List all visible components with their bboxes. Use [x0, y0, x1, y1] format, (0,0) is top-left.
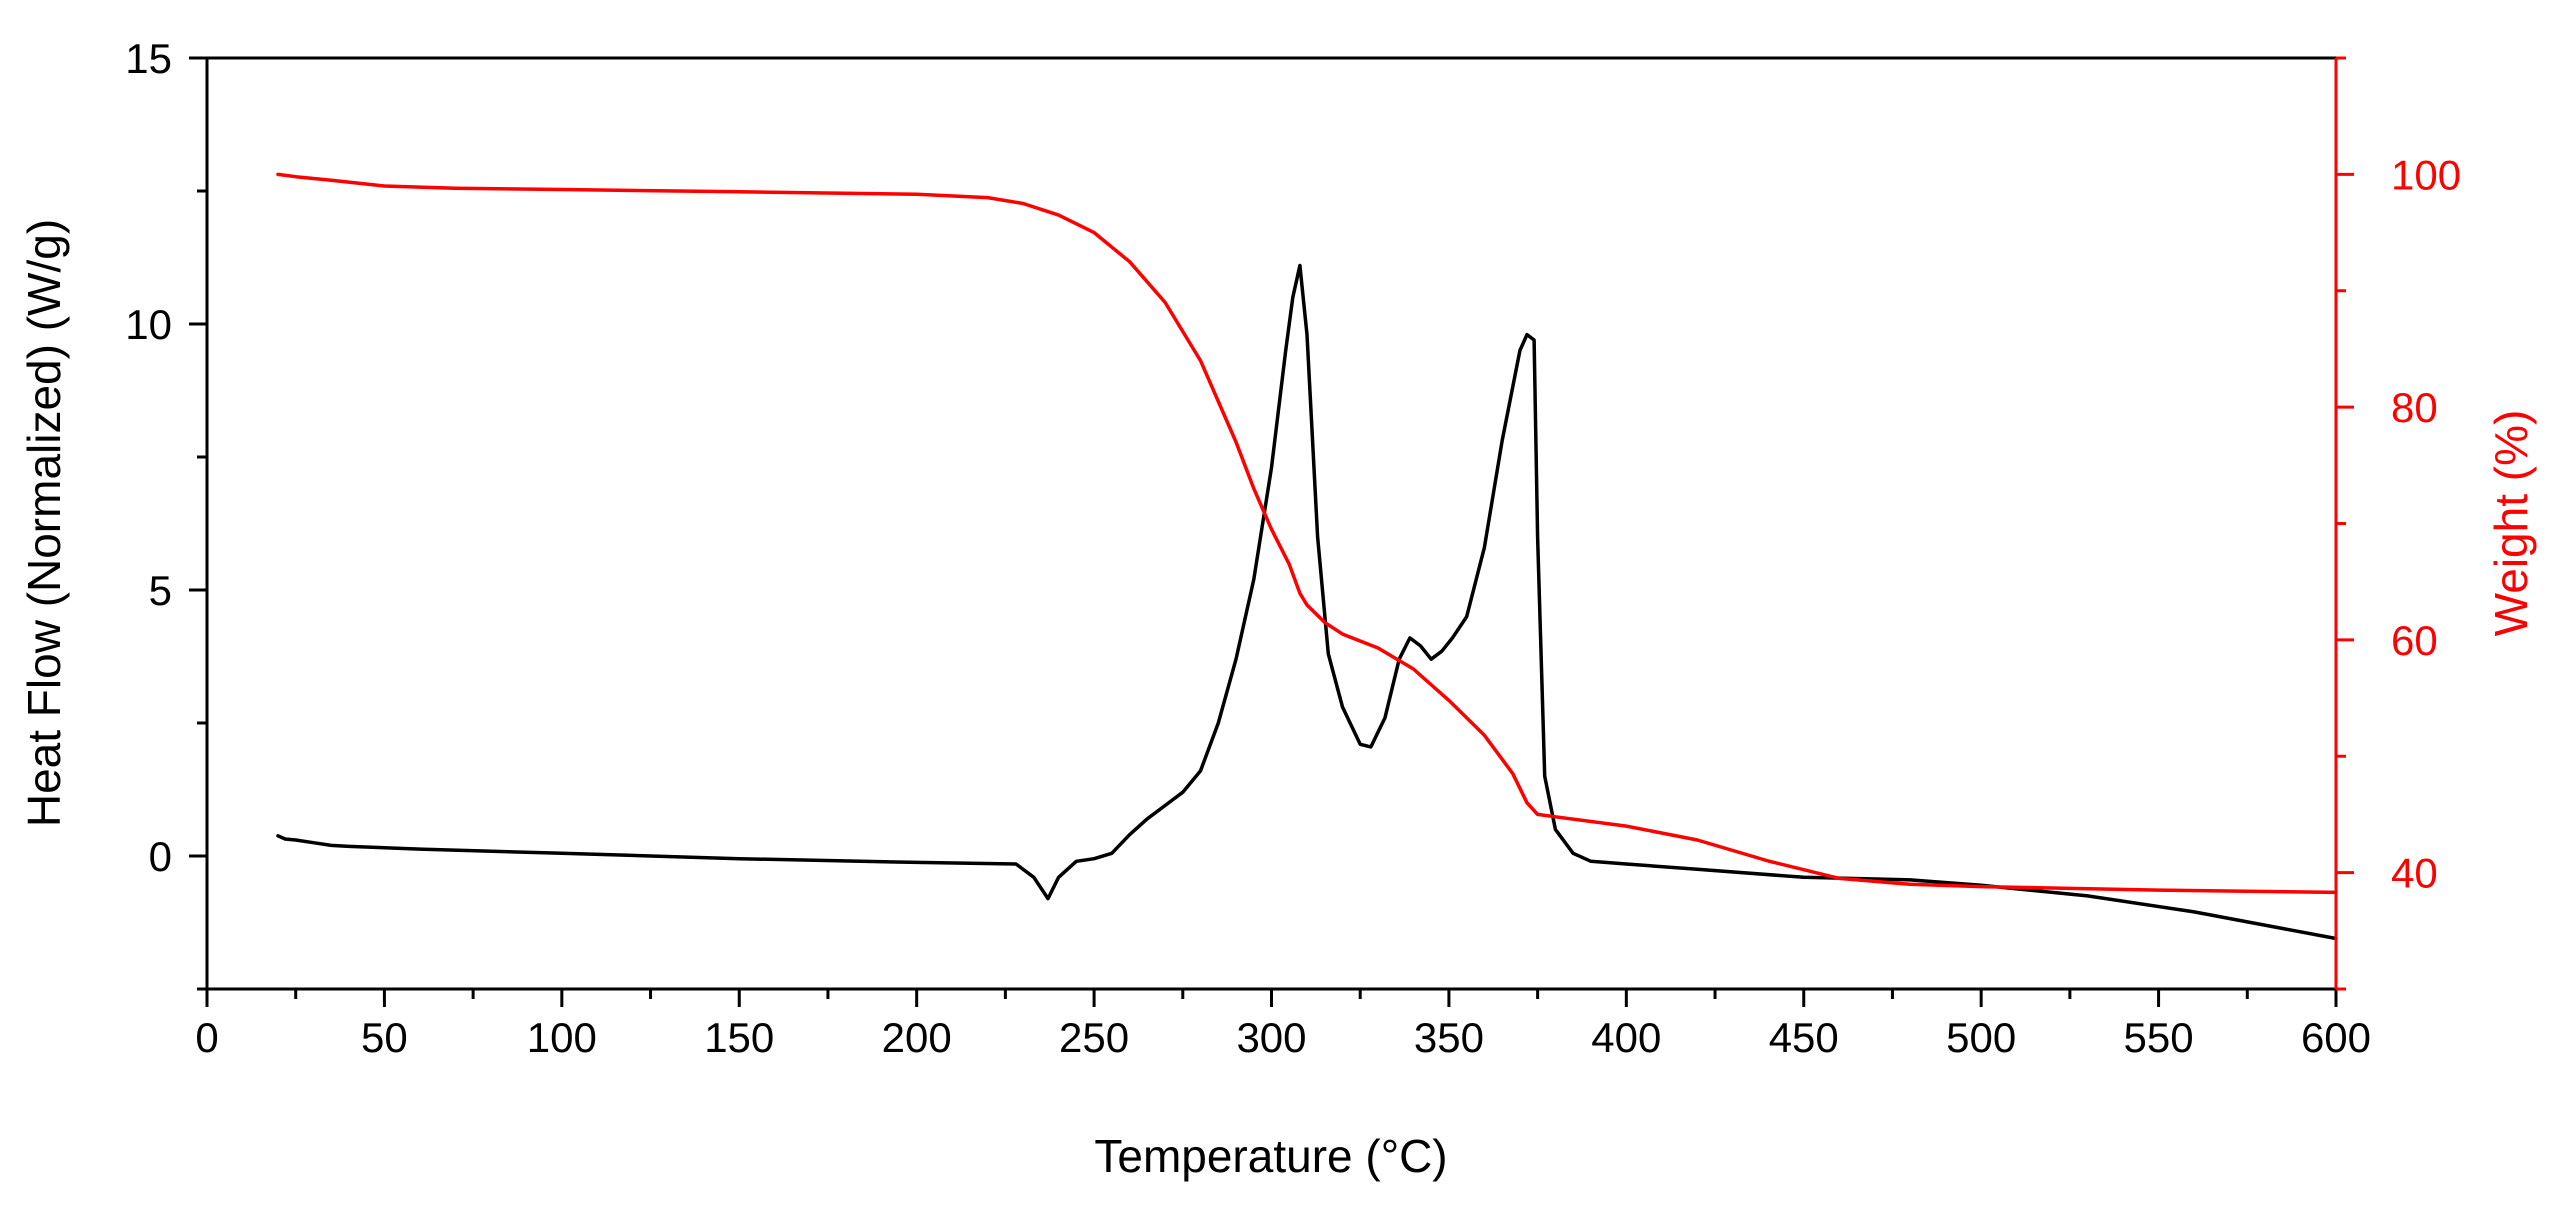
x-tick-label: 500 — [1946, 1014, 2016, 1061]
x-tick-label: 0 — [195, 1014, 218, 1061]
x-tick-label: 400 — [1591, 1014, 1661, 1061]
y2-tick-label: 80 — [2391, 384, 2438, 431]
y2-tick-label: 40 — [2391, 850, 2438, 897]
y-axis-title: Heat Flow (Normalized) (W/g) — [18, 219, 70, 827]
x-tick-label: 550 — [2124, 1014, 2194, 1061]
y-tick-label: 5 — [149, 567, 172, 614]
x-tick-label: 600 — [2301, 1014, 2371, 1061]
y2-axis-title: Weight (%) — [2485, 410, 2537, 637]
x-axis-title: Temperature (°C) — [1094, 1130, 1447, 1182]
x-tick-label: 300 — [1236, 1014, 1306, 1061]
heat-flow-curve — [276, 263, 2338, 941]
y-tick-label: 15 — [125, 35, 172, 82]
y-tick-label: 10 — [125, 301, 172, 348]
series-layer — [276, 172, 2338, 941]
x-tick-label: 450 — [1769, 1014, 1839, 1061]
x-tick-label: 250 — [1059, 1014, 1129, 1061]
y-tick-label: 0 — [149, 833, 172, 880]
axes-layer: 0 50 100 150 200 250 300 350 400 450 500 550 600 0 5 10… — [125, 35, 2461, 1061]
x-tick-label: 350 — [1414, 1014, 1484, 1061]
x-tick-label: 100 — [527, 1014, 597, 1061]
weight-curve — [276, 172, 2338, 895]
x-tick-label: 150 — [704, 1014, 774, 1061]
plot-frame — [205, 56, 2338, 991]
x-tick-label: 200 — [882, 1014, 952, 1061]
y2-tick-label: 100 — [2391, 151, 2461, 198]
y2-tick-label: 60 — [2391, 617, 2438, 664]
x-tick-label: 50 — [361, 1014, 408, 1061]
